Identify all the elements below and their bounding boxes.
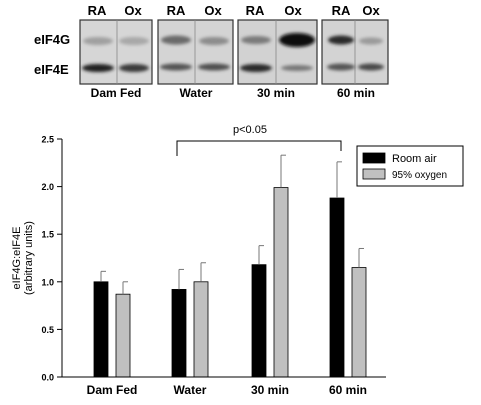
lane-header: RA [167,3,186,18]
blot-group-label: 60 min [337,86,375,100]
y-tick-label: 1.0 [41,277,54,287]
blot-group-label: 30 min [257,86,295,100]
blot-box-dam-fed [79,19,153,85]
bar-room-air [171,289,187,378]
blot-row-label-eif4g: eIF4G [34,32,70,47]
lane-header: Ox [284,3,302,18]
lane-header: Ox [124,3,142,18]
band-eif4e-ox [198,63,230,71]
bracket-line [176,140,342,156]
y-axis-title-line2: (arbitrary units) [23,221,35,295]
blot-membrane [79,19,153,85]
y-tick-label: 0.0 [41,373,54,383]
y-tick-label: 2.5 [41,135,54,145]
significance-bracket: p<0.05 [176,124,342,156]
legend-label-room-air: Room air [392,153,437,165]
lane-header: RA [332,3,351,18]
blot-box-60-min [321,19,389,85]
western-blot: RA Ox RA Ox RA Ox RA Ox eIF4G eIF4E [34,3,389,100]
bar-chart: eIF4G:eIF4E (arbitrary units) 0.0 0.5 1.0 1… [11,124,464,397]
band-eif4g-ra [161,35,191,45]
blot-membrane [237,19,318,85]
lane-header: RA [246,3,265,18]
x-axis: Dam Fed Water 30 min 60 min [62,376,386,397]
bar-95-oxygen [273,187,289,378]
band-eif4e-ox [358,63,384,71]
band-eif4e-ox [281,65,313,71]
band-eif4e-ra [160,63,192,71]
blot-group-label: Water [180,86,213,100]
lane-header: RA [88,3,107,18]
bar-95-oxygen [351,267,367,378]
x-tick-label: Dam Fed [87,383,138,397]
legend-swatch-room-air [362,152,386,164]
y-tick-label: 0.5 [41,325,54,335]
legend-label-95-oxygen: 95% oxygen [392,170,447,181]
band-eif4g-ra [83,37,113,45]
bar-95-oxygen [193,281,209,378]
bar-room-air [93,281,109,378]
y-tick-label: 2.0 [41,182,54,192]
legend-swatch-95-oxygen [362,168,386,180]
x-tick-label: Water [174,383,207,397]
blot-box-30-min [237,19,318,85]
band-eif4g-ox [119,37,149,45]
band-eif4e-ra [240,64,272,72]
blot-membrane [157,19,234,85]
bars [93,154,367,378]
p-value-annotation: p<0.05 [233,124,267,136]
blot-row-label-eif4e: eIF4E [34,62,69,77]
y-tick-label: 1.5 [41,230,54,240]
bar-room-air [251,264,267,378]
lane-header: Ox [204,3,222,18]
band-eif4e-ra [327,63,355,71]
y-axis-title: eIF4G:eIF4E (arbitrary units) [11,221,35,295]
blot-group-label: Dam Fed [91,86,142,100]
legend: Room air 95% oxygen [356,145,464,187]
band-eif4g-ox [199,37,229,45]
band-eif4g-ox [279,33,315,47]
band-eif4e-ra [82,64,114,72]
x-tick-label: 30 min [251,383,289,397]
blot-lane-headers: RA Ox RA Ox RA Ox RA Ox [88,3,381,18]
bar-95-oxygen [115,293,131,378]
band-eif4g-ra [241,36,271,44]
x-tick-label: 60 min [329,383,367,397]
y-axis-title-line1: eIF4G:eIF4E [11,227,23,290]
band-eif4g-ox [359,37,383,45]
blot-box-water [157,19,234,85]
blot-group-labels: Dam Fed Water 30 min 60 min [91,86,375,100]
lane-header: Ox [362,3,380,18]
y-axis: 0.0 0.5 1.0 1.5 2.0 2.5 [41,135,63,383]
band-eif4e-ox [119,64,149,72]
band-eif4g-ra [328,35,354,45]
bar-room-air [329,197,345,378]
